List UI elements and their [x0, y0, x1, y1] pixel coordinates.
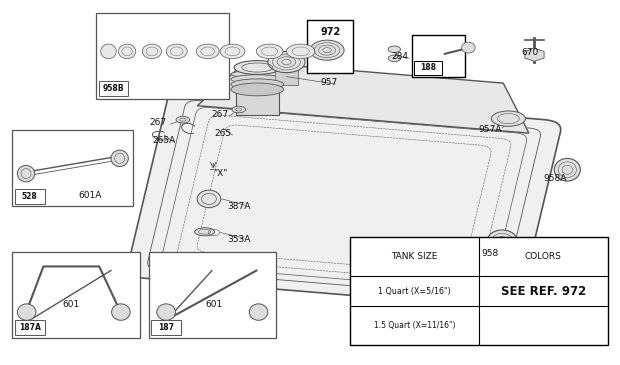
FancyBboxPatch shape — [128, 90, 560, 308]
Text: 387A: 387A — [227, 202, 250, 211]
Text: 601A: 601A — [78, 191, 102, 200]
Bar — [236, 89, 279, 115]
Bar — [96, 13, 229, 99]
Ellipse shape — [487, 230, 517, 252]
Bar — [307, 20, 353, 73]
Ellipse shape — [232, 106, 246, 113]
Text: 284: 284 — [391, 52, 409, 61]
Text: 601: 601 — [63, 300, 80, 309]
Text: 267: 267 — [211, 111, 229, 119]
Ellipse shape — [195, 228, 215, 236]
Ellipse shape — [196, 44, 219, 59]
Ellipse shape — [495, 255, 510, 263]
Ellipse shape — [17, 165, 35, 182]
Ellipse shape — [176, 116, 190, 123]
Text: eReplacementParts.com: eReplacementParts.com — [259, 177, 386, 188]
Text: 957: 957 — [320, 78, 337, 87]
Text: 267: 267 — [149, 118, 167, 127]
Text: 670: 670 — [521, 49, 539, 57]
Bar — [12, 130, 133, 206]
Text: 188: 188 — [420, 64, 436, 72]
Text: 958B: 958B — [103, 84, 124, 93]
Text: 187A: 187A — [19, 323, 41, 332]
Bar — [151, 320, 181, 335]
Bar — [15, 320, 45, 335]
Bar — [99, 81, 128, 96]
Text: 1 Quart (X=5/16"): 1 Quart (X=5/16") — [378, 287, 451, 296]
Polygon shape — [197, 62, 529, 133]
Text: 958: 958 — [481, 249, 498, 258]
Bar — [350, 237, 608, 345]
Ellipse shape — [197, 190, 221, 208]
Bar — [412, 35, 465, 77]
Ellipse shape — [554, 158, 580, 181]
Bar — [15, 189, 45, 204]
Ellipse shape — [234, 61, 280, 74]
Ellipse shape — [231, 70, 284, 78]
Ellipse shape — [100, 44, 117, 59]
Ellipse shape — [461, 42, 476, 53]
Text: 957A: 957A — [478, 125, 502, 134]
Bar — [149, 252, 276, 338]
Ellipse shape — [286, 44, 315, 59]
Ellipse shape — [157, 304, 175, 320]
Ellipse shape — [112, 304, 130, 320]
Ellipse shape — [491, 111, 525, 126]
Text: 972: 972 — [320, 27, 340, 36]
Ellipse shape — [388, 46, 401, 53]
Ellipse shape — [249, 304, 268, 320]
Text: 265A: 265A — [153, 136, 176, 145]
Text: COLORS: COLORS — [525, 252, 562, 261]
Ellipse shape — [111, 150, 128, 166]
Ellipse shape — [310, 40, 344, 60]
Ellipse shape — [231, 83, 284, 96]
Text: 528: 528 — [22, 192, 38, 201]
Text: 601: 601 — [205, 300, 223, 309]
Ellipse shape — [118, 44, 136, 59]
Bar — [275, 70, 298, 85]
Text: 353A: 353A — [227, 235, 250, 243]
Text: 265: 265 — [215, 129, 232, 138]
Ellipse shape — [257, 44, 283, 59]
Text: 187: 187 — [158, 323, 174, 332]
Ellipse shape — [143, 44, 161, 59]
Ellipse shape — [231, 79, 284, 90]
Ellipse shape — [268, 51, 305, 73]
Text: 958A: 958A — [543, 174, 567, 183]
Ellipse shape — [166, 44, 187, 59]
Ellipse shape — [17, 304, 36, 320]
Bar — [12, 252, 140, 338]
Bar — [414, 61, 442, 75]
Ellipse shape — [231, 75, 284, 84]
Ellipse shape — [220, 44, 245, 59]
Text: SEE REF. 972: SEE REF. 972 — [501, 285, 586, 297]
Ellipse shape — [388, 55, 401, 62]
Text: "X": "X" — [213, 169, 228, 178]
Text: TANK SIZE: TANK SIZE — [391, 252, 438, 261]
Text: 1.5 Quart (X=11/16"): 1.5 Quart (X=11/16") — [374, 321, 455, 330]
